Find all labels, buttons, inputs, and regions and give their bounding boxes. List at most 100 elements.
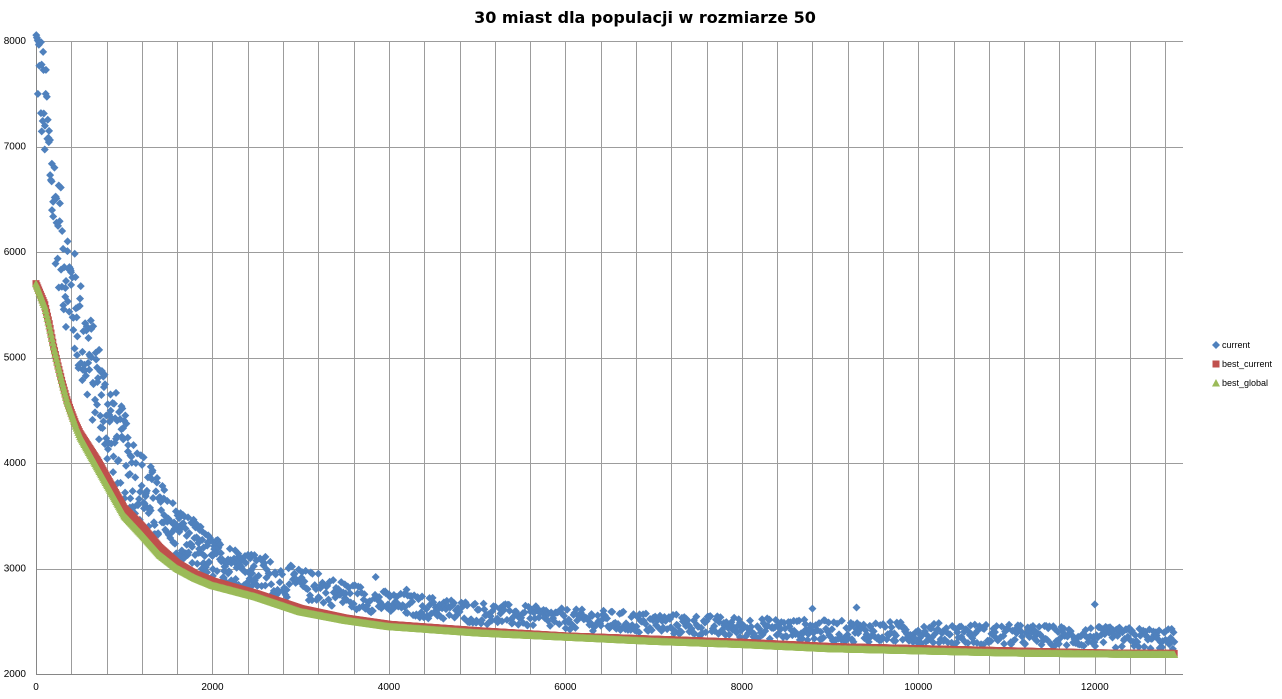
chart-title: 30 miast dla populacji w rozmiarze 50	[474, 8, 816, 27]
data-point	[40, 121, 49, 130]
data-point	[52, 194, 61, 203]
data-point	[81, 371, 90, 380]
data-point	[151, 487, 160, 496]
data-point	[42, 92, 51, 101]
data-point	[479, 599, 488, 608]
data-point	[193, 559, 202, 568]
data-point	[83, 390, 92, 399]
data-point	[95, 435, 104, 444]
series-best_global	[32, 279, 1179, 658]
data-point	[477, 616, 486, 625]
data-point	[471, 599, 480, 608]
data-point	[49, 212, 58, 221]
data-point	[500, 605, 509, 614]
data-point	[402, 585, 411, 594]
data-point	[706, 612, 715, 621]
data-point	[78, 347, 87, 356]
data-point	[170, 539, 179, 548]
data-point	[555, 620, 564, 629]
data-point	[198, 535, 207, 544]
y-tick-label: 8000	[4, 36, 27, 47]
data-point	[1131, 631, 1140, 640]
series-best_current	[32, 280, 1178, 657]
data-point	[647, 626, 656, 635]
data-point	[946, 630, 955, 639]
data-point	[86, 316, 95, 325]
data-point	[418, 592, 427, 601]
data-point	[101, 380, 110, 389]
data-point	[349, 599, 358, 608]
data-point	[1117, 642, 1126, 651]
data-point	[225, 568, 234, 577]
data-point	[275, 578, 284, 587]
data-point	[474, 605, 483, 614]
legend-item-best_current: best_current	[1212, 359, 1273, 369]
data-point	[329, 576, 338, 585]
data-point	[1170, 650, 1179, 658]
data-point	[710, 622, 719, 631]
data-point	[45, 126, 54, 135]
data-point	[109, 468, 118, 477]
data-point	[131, 459, 140, 468]
data-point	[188, 558, 197, 567]
data-point	[109, 452, 118, 461]
x-tick-label: 10000	[904, 682, 932, 693]
data-point	[563, 605, 572, 614]
legend-label: best_current	[1222, 359, 1273, 369]
data-point	[1017, 627, 1026, 636]
data-point	[73, 332, 82, 341]
data-point	[126, 494, 135, 503]
data-point	[56, 372, 65, 381]
data-point	[300, 577, 309, 586]
data-point	[231, 575, 240, 584]
data-point	[271, 570, 280, 579]
data-point	[1134, 642, 1143, 651]
data-point	[168, 499, 177, 508]
data-point	[134, 499, 143, 508]
data-point	[852, 603, 861, 612]
data-point	[118, 404, 127, 413]
legend-marker	[1212, 360, 1220, 368]
data-point	[75, 302, 84, 311]
data-point	[327, 601, 336, 610]
data-point	[62, 277, 71, 286]
data-point	[55, 199, 64, 208]
data-point	[340, 580, 349, 589]
data-point	[1062, 641, 1071, 650]
data-point	[67, 280, 76, 289]
data-point	[92, 355, 101, 364]
data-point	[36, 38, 45, 47]
data-point	[70, 249, 79, 258]
data-point	[837, 616, 846, 625]
data-point	[635, 628, 644, 637]
y-tick-label: 7000	[4, 142, 27, 153]
data-point	[181, 524, 190, 533]
data-point	[571, 623, 580, 632]
legend-label: current	[1222, 340, 1251, 350]
series-layer	[32, 31, 1179, 658]
data-point	[53, 358, 62, 366]
data-point	[824, 618, 833, 627]
data-point	[89, 322, 98, 331]
legend-marker	[1212, 379, 1220, 387]
data-point	[96, 411, 105, 420]
data-point	[39, 47, 48, 56]
data-point	[150, 521, 159, 530]
data-point	[116, 478, 125, 487]
data-point	[142, 486, 151, 495]
data-point	[990, 628, 999, 637]
data-point	[986, 637, 995, 646]
data-point	[963, 639, 972, 648]
data-point	[1010, 635, 1019, 644]
data-point	[58, 226, 67, 235]
data-point	[106, 406, 115, 415]
data-point	[1170, 637, 1179, 646]
data-point	[131, 473, 140, 482]
legend-item-best_global: best_global	[1212, 378, 1268, 388]
data-point	[795, 616, 804, 625]
data-point	[127, 452, 136, 461]
data-point	[63, 297, 72, 306]
data-point	[588, 611, 597, 620]
data-point	[40, 302, 49, 311]
